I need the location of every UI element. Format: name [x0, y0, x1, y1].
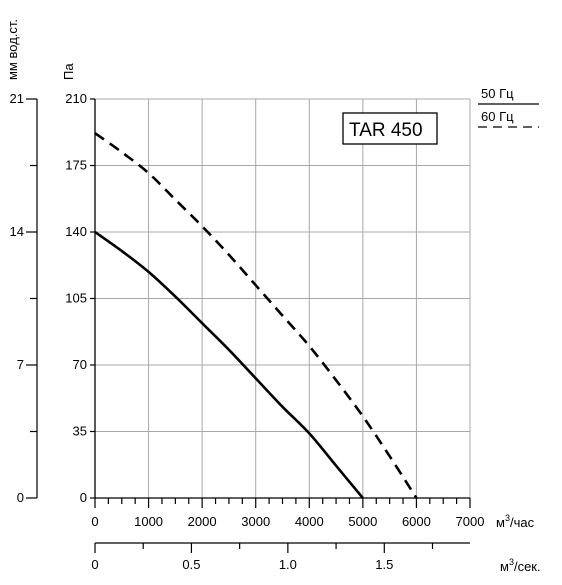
x2-tick-label: 1.0 — [279, 557, 297, 572]
series-60hz-line — [94, 132, 418, 499]
y-tick-label: 140 — [65, 224, 87, 239]
y2-tick-label: 0 — [17, 490, 24, 505]
y2-tick-label: 21 — [10, 91, 24, 106]
series-layer — [94, 132, 418, 499]
x-tick-label: 3000 — [241, 514, 270, 529]
y-axis-ticks: 0 35 70 105 140 175 210 — [65, 91, 95, 505]
y-tick-label: 210 — [65, 91, 87, 106]
y2-tick-label: 7 — [17, 357, 24, 372]
y2-unit-label: мм вод.ст. — [5, 19, 20, 80]
x2-unit-label: м3/сек. — [500, 557, 541, 574]
legend-label-60hz: 60 Гц — [481, 109, 514, 124]
x-tick-label: 6000 — [402, 514, 431, 529]
model-label: TAR 450 — [349, 120, 423, 141]
x-tick-label: 0 — [91, 514, 98, 529]
x2-tick-label: 1.5 — [375, 557, 393, 572]
x-tick-label: 5000 — [348, 514, 377, 529]
y-tick-label: 105 — [65, 291, 87, 306]
x-tick-label: 1000 — [134, 514, 163, 529]
flow-per-second-axis: 0 0.5 1.0 1.5 — [91, 542, 470, 572]
y-tick-label: 35 — [73, 424, 87, 439]
legend-label-50hz: 50 Гц — [481, 86, 514, 101]
series-50hz-line — [94, 230, 364, 499]
y-tick-label: 0 — [80, 490, 87, 505]
mm-water-axis: 0 7 14 21 — [10, 91, 38, 505]
x-axis-ticks: 0 1000 2000 3000 4000 5000 6000 7000 — [91, 498, 484, 529]
x-tick-label: 7000 — [456, 514, 485, 529]
x2-tick-label: 0 — [91, 557, 98, 572]
x-tick-label: 4000 — [295, 514, 324, 529]
y-unit-label: Па — [61, 63, 76, 80]
grid — [95, 99, 470, 498]
y2-tick-label: 14 — [10, 224, 24, 239]
y-tick-label: 175 — [65, 158, 87, 173]
x2-tick-label: 0.5 — [182, 557, 200, 572]
model-label-box — [342, 112, 438, 145]
x-unit-label: м3/час — [496, 513, 535, 530]
y-tick-label: 70 — [73, 357, 87, 372]
x-tick-label: 2000 — [188, 514, 217, 529]
